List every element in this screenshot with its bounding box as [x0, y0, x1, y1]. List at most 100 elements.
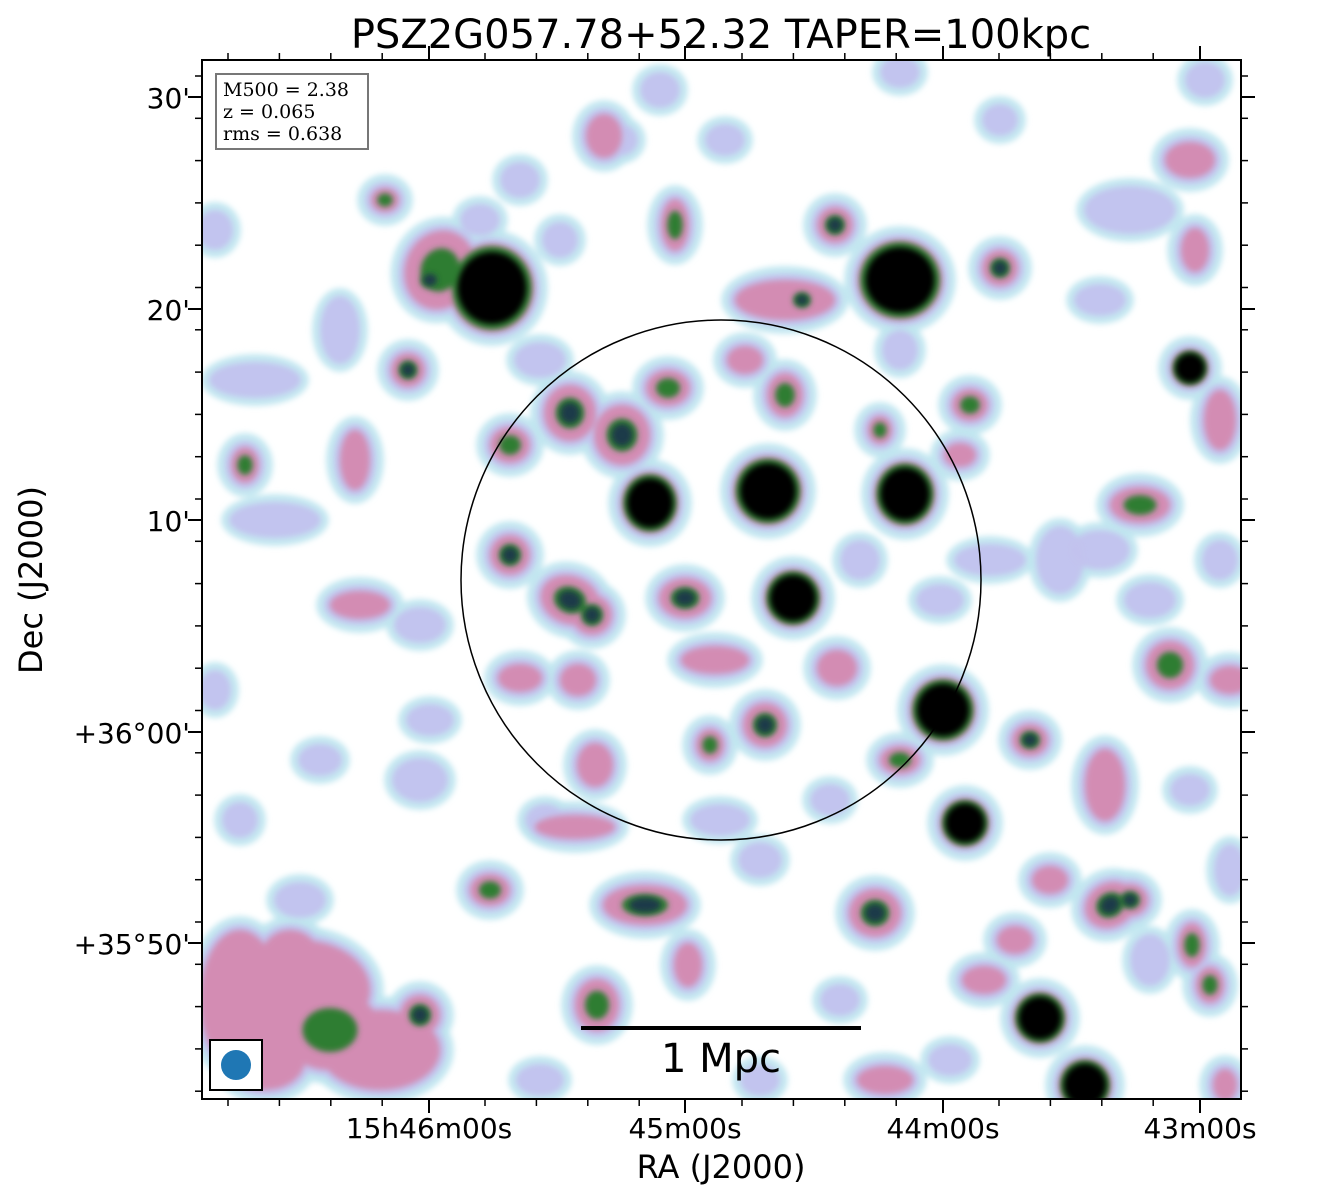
emission-blob	[810, 784, 850, 816]
emission-blob	[865, 247, 935, 313]
y-axis-label: Dec (J2000)	[12, 486, 50, 674]
emission-blob	[1156, 651, 1184, 679]
emission-blob	[702, 736, 718, 754]
emission-blob	[502, 547, 518, 563]
emission-blob	[997, 926, 1033, 954]
emission-blob	[738, 842, 782, 878]
emission-blob	[993, 261, 1007, 275]
emission-blob	[1018, 996, 1062, 1040]
emission-blob	[740, 463, 796, 519]
emission-blob	[1202, 975, 1218, 995]
emission-blob	[674, 943, 702, 987]
emission-blob	[820, 984, 860, 1016]
emission-blob	[1032, 866, 1068, 894]
image-panel	[202, 60, 1241, 1099]
emission-blob	[880, 60, 920, 88]
emission-blob	[394, 607, 446, 643]
emission-blob	[412, 1007, 428, 1023]
emission-blob	[611, 423, 633, 447]
emission-blob	[962, 966, 1006, 994]
emission-blob	[1202, 540, 1238, 580]
emission-blob	[1185, 62, 1225, 98]
emission-blob	[499, 435, 521, 455]
emission-blob	[857, 1066, 913, 1094]
emission-blob	[828, 218, 842, 232]
x-tick-label: 15h46m00s	[346, 1112, 513, 1145]
emission-blob	[740, 1064, 780, 1096]
emission-blob	[340, 430, 370, 490]
emission-blob	[500, 162, 540, 198]
emission-blob	[237, 455, 253, 475]
emission-blob	[1023, 733, 1037, 747]
emission-blob	[392, 758, 448, 802]
emission-blob	[982, 104, 1018, 136]
info-m500: M500 = 2.38	[223, 79, 349, 101]
emission-blob	[1084, 186, 1176, 234]
emission-blob	[584, 990, 610, 1020]
emission-blob	[202, 210, 233, 250]
emission-blob	[586, 114, 622, 158]
beam-box	[209, 1039, 263, 1091]
emission-blob	[1123, 893, 1137, 907]
emission-blob	[202, 670, 231, 710]
emission-blob	[1085, 749, 1125, 821]
beam-ellipse	[221, 1050, 251, 1080]
emission-blob	[514, 342, 566, 378]
emission-blob	[756, 716, 774, 734]
emission-blob	[584, 607, 600, 623]
emission-blob	[954, 544, 1026, 576]
emission-blob	[260, 930, 320, 990]
emission-blob	[928, 1044, 972, 1076]
x-tick-label: 43m00s	[1143, 1112, 1256, 1145]
emission-blob	[675, 590, 695, 606]
emission-blob	[945, 803, 985, 843]
x-tick-label: 45m00s	[628, 1112, 741, 1145]
x-axis-label: RA (J2000)	[637, 1148, 806, 1186]
emission-blob	[916, 683, 970, 737]
radio-emission-layer	[202, 60, 1241, 1099]
info-redshift: z = 0.065	[223, 101, 315, 123]
y-tick-label: 30'	[147, 82, 190, 115]
emission-blob	[377, 193, 393, 207]
axis-ticks	[188, 46, 1255, 1113]
emission-blob	[457, 251, 527, 325]
emission-blob	[516, 1064, 564, 1096]
emission-blob	[560, 664, 596, 696]
y-tick-label: +36°00'	[74, 717, 190, 750]
emission-blob	[298, 744, 342, 776]
emission-blob	[302, 1008, 358, 1052]
emission-blob	[627, 478, 673, 528]
emission-blob	[1170, 774, 1210, 806]
emission-blob	[222, 802, 258, 838]
emission-blob	[577, 743, 613, 787]
emission-blob	[558, 590, 582, 610]
emission-blob	[1100, 896, 1120, 914]
emission-blob	[916, 584, 964, 616]
emission-blob	[667, 210, 683, 240]
emission-blob	[1184, 932, 1200, 958]
emission-blob	[1123, 495, 1157, 515]
emission-blob	[209, 362, 301, 398]
emission-blob	[498, 664, 542, 692]
emission-blob	[880, 467, 930, 521]
emission-blob	[840, 540, 880, 580]
emission-blob	[1204, 390, 1236, 450]
emission-blob	[775, 382, 795, 408]
y-tick-label: 20'	[147, 294, 190, 327]
emission-blob	[817, 650, 857, 686]
emission-blob	[873, 422, 887, 438]
emission-blob	[1214, 844, 1241, 896]
emission-blob	[1070, 530, 1130, 570]
plot-frame	[201, 59, 1242, 1100]
emission-blob	[882, 330, 918, 370]
emission-blob	[320, 296, 360, 364]
r500-circle	[460, 319, 982, 841]
info-rms: rms = 0.638	[223, 123, 342, 145]
emission-blob	[406, 704, 454, 736]
emission-blob	[460, 204, 500, 236]
emission-blob	[1063, 1063, 1107, 1099]
emission-blob	[1074, 284, 1126, 316]
scale-bar-label: 1 Mpc	[661, 1036, 781, 1082]
emission-blob	[681, 646, 749, 674]
emission-blob	[795, 294, 809, 306]
